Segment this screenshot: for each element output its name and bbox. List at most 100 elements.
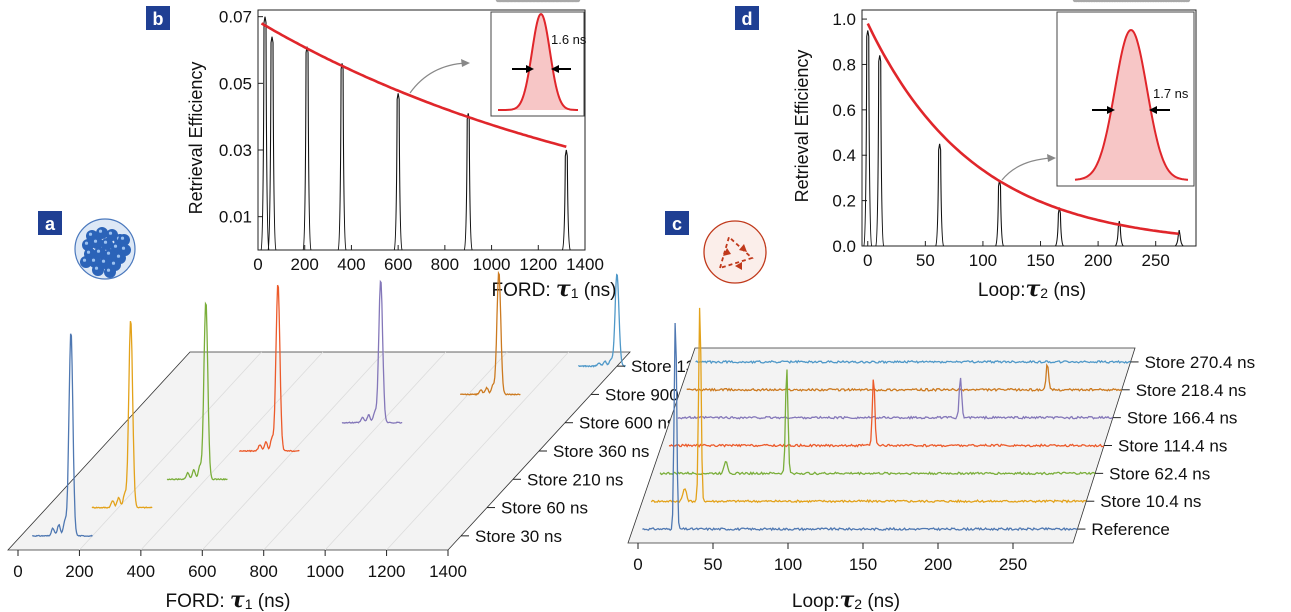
panel-c-traces	[642, 307, 1131, 532]
atom-dot-highlight	[113, 244, 118, 248]
d-x-tick-label: 50	[916, 251, 935, 270]
panel-a-traces	[32, 270, 627, 538]
panel-b-inset-pulse-profile: 1.6 ns	[490, 0, 587, 117]
panel-d-pulses	[863, 30, 1184, 247]
panel-d-inset-pulse-profile: 1.7 ns	[1056, 0, 1195, 187]
panel-d-exponential-fit-curve	[866, 23, 1179, 236]
b-x-tick-label: 1400	[566, 255, 604, 274]
d-inset-dot	[1185, 0, 1191, 3]
atom-dot-highlight	[106, 268, 111, 272]
d-y-tick-label: 1.0	[832, 10, 856, 29]
atom-dot-highlight	[98, 229, 103, 233]
d-pulse-peak	[1054, 207, 1064, 247]
panel-d-inset-width-arrows	[1092, 106, 1170, 114]
c-trace	[677, 377, 1114, 420]
panel-b-retrieval-efficiency-chart: b 0 200 400 600 800 1000 1200 1400 0.01 0.03 0.05…	[146, 0, 617, 302]
panel-b-pointer-arrowhead	[461, 59, 470, 67]
a-x-tick-label: 200	[65, 562, 93, 581]
atom-dot-highlight	[116, 254, 121, 258]
a-series-label: Store 60 ns	[501, 499, 588, 518]
a-x-tick-label: 1000	[306, 562, 344, 581]
a-trace	[460, 270, 521, 396]
panel-d-y-axis-label: Retrieval Efficiency	[792, 50, 812, 203]
c-trace	[686, 363, 1123, 392]
atom-dot-highlight	[88, 232, 93, 236]
a-trace	[166, 301, 228, 481]
panel-b-pulses	[260, 16, 571, 251]
atom-dot	[104, 266, 116, 278]
panel-d-inset-data-points	[1072, 0, 1191, 3]
a-floor-gridline	[263, 351, 447, 551]
a-x-tick-label: 400	[127, 562, 155, 581]
a-trace	[341, 279, 403, 424]
b-pulse-peak	[302, 46, 312, 251]
a-x-tick-label: 0	[13, 562, 22, 581]
panel-b-inset-fit-curve	[498, 12, 578, 111]
c-series-label: Store 270.4 ns	[1145, 353, 1256, 372]
b-x-tick-label: 800	[431, 255, 459, 274]
b-pulse-peak	[561, 149, 571, 251]
panel-a-floor-gridlines	[79, 351, 569, 551]
atom-dot-highlight	[96, 249, 101, 253]
d-pulse-peak	[863, 30, 873, 247]
c-series-label: Store 166.4 ns	[1127, 409, 1238, 428]
panel-d-inset-shaded-area	[1075, 30, 1188, 180]
a-x-tick-label: 1200	[368, 562, 406, 581]
panel-label-d-badge	[735, 6, 759, 30]
panel-d-retrieval-efficiency-chart: d 0 50 100 150 200 250 0.0 0.2 0.4 0.6 0.8 1.0 Ret…	[735, 0, 1197, 302]
atom-dot	[118, 234, 130, 246]
a-series-label: Store 210 ns	[527, 470, 623, 489]
d-y-tick-label: 0.4	[832, 146, 856, 165]
panel-c-x-axis-label: Loop:τ2 (ns)	[792, 587, 900, 612]
atom-dot-highlight	[106, 251, 111, 255]
panel-b-pointer-arrow	[409, 62, 467, 94]
atom-dot-highlight	[111, 261, 116, 265]
panel-d-pointer-arrow	[1001, 157, 1053, 181]
panel-label-a: a	[45, 214, 56, 234]
atom-dot	[91, 237, 103, 249]
c-x-tick-label: 250	[999, 555, 1027, 574]
b-y-tick-label: 0.01	[219, 208, 252, 227]
panel-c-series-labels: Store 270.4 ns Store 218.4 ns Store 166.4 …	[1077, 353, 1255, 539]
b-y-tick-label: 0.07	[219, 8, 252, 27]
atom-dot-highlight	[108, 231, 113, 235]
a-floor-gridline	[140, 351, 324, 551]
c-trace	[668, 379, 1105, 448]
atom-cloud-icon	[74, 218, 136, 280]
panel-b-exponential-fit-curve	[260, 22, 567, 149]
panel-a-x-axis-label: FORD: τ1 (ns)	[166, 587, 291, 612]
d-pulse-peak	[995, 180, 1005, 247]
atom-dot	[94, 247, 106, 259]
a-trace	[32, 333, 93, 538]
panel-d-inset-fit-curve	[1074, 28, 1188, 181]
atom-dot-highlight	[120, 236, 125, 240]
atom-dot-highlight	[93, 239, 98, 243]
panel-c-waterfall-chart: c 0 50 100 150 200 250 Store 270.4 ns Store 21…	[627, 211, 1255, 612]
d-y-tick-label: 0.8	[832, 55, 856, 74]
a-floor-gridline	[79, 351, 262, 551]
a-floor-gridline	[324, 351, 508, 551]
d-pulse-peak	[1114, 220, 1124, 247]
c-x-tick-label: 150	[849, 555, 877, 574]
d-y-tick-label: 0.2	[832, 192, 856, 211]
c-x-tick-label: 100	[774, 555, 802, 574]
b-x-tick-label: 0	[253, 255, 262, 274]
panel-d-x-axis-label: Loop:τ2 (ns)	[978, 276, 1086, 302]
b-x-tick-label: 400	[337, 255, 365, 274]
atom-dot-highlight	[121, 246, 126, 250]
panel-d-inset-width-label: 1.7 ns	[1153, 86, 1189, 101]
b-pulse-peak	[337, 63, 347, 251]
atom-dot-highlight	[94, 266, 99, 270]
panel-a-waterfall-chart: a 0 200 400 600 800 1000 1200 1400 Store 1320 n…	[7, 211, 737, 612]
b-x-tick-label: 1200	[519, 255, 557, 274]
panel-d-x-tick-labels: 0 50 100 150 200 250	[863, 241, 1170, 270]
a-series-label: Store 600 ns	[579, 414, 675, 433]
c-x-tick-label: 50	[704, 555, 723, 574]
d-y-tick-label: 0.6	[832, 101, 856, 120]
atom-dot-highlight	[86, 250, 91, 254]
atom-dot-highlight	[91, 258, 96, 262]
panel-b-x-tick-labels: 0 200 400 600 800 1000 1200 1400	[253, 245, 604, 274]
a-trace	[578, 273, 627, 368]
d-y-tick-label: 0.0	[832, 237, 856, 256]
